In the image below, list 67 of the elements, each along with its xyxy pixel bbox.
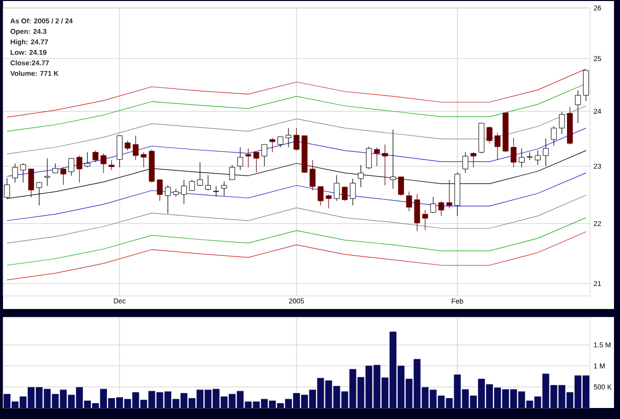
candlestick <box>60 167 66 186</box>
candlestick <box>575 90 581 124</box>
candlestick <box>20 163 26 183</box>
candlestick <box>374 146 380 166</box>
candlestick <box>326 194 332 209</box>
candlestick <box>237 146 244 170</box>
candlestick <box>334 174 340 202</box>
candlestick <box>366 146 372 170</box>
candlestick <box>28 168 34 198</box>
candlestick <box>342 186 348 202</box>
line-series <box>6 128 586 177</box>
candlestick <box>494 132 500 160</box>
line-series <box>6 68 586 118</box>
candlestick <box>108 160 114 170</box>
candlestick <box>12 163 18 183</box>
candlestick <box>52 163 58 174</box>
candlestick <box>534 150 541 166</box>
candlestick <box>213 186 219 198</box>
candlestick <box>261 144 268 166</box>
candlestick <box>92 150 98 163</box>
candlestick <box>76 155 82 183</box>
candlestick <box>446 179 452 209</box>
candlestick <box>156 179 163 202</box>
candlestick <box>44 158 50 186</box>
candlestick <box>164 185 171 214</box>
candlestick <box>140 152 147 168</box>
candlestick <box>100 153 106 174</box>
candlestick <box>510 138 517 168</box>
candlestick <box>229 164 236 180</box>
candlestick <box>253 152 260 173</box>
candlestick <box>278 136 284 148</box>
candlestick <box>269 138 276 153</box>
line-series <box>6 106 586 154</box>
candlestick <box>221 181 228 196</box>
candlestick <box>245 148 252 168</box>
candlestick <box>124 140 131 151</box>
line-series <box>6 194 586 244</box>
candlestick <box>470 152 476 168</box>
candlestick <box>132 135 139 160</box>
candlestick <box>382 144 388 186</box>
candlestick <box>197 162 203 186</box>
line-series <box>6 217 586 266</box>
candlestick <box>486 126 492 144</box>
candlestick <box>406 191 412 212</box>
candlestick <box>189 179 195 191</box>
candlestick <box>181 179 187 204</box>
candlestick <box>430 196 436 214</box>
candlestick <box>294 128 300 151</box>
candlestick <box>550 126 557 146</box>
candlestick <box>205 174 211 191</box>
candlestick <box>318 186 324 206</box>
candlestick <box>286 128 292 148</box>
candlestick <box>358 164 364 188</box>
candlestick <box>422 210 428 230</box>
candlestick <box>518 148 525 168</box>
candlestick <box>84 152 90 168</box>
candlestick <box>350 178 356 206</box>
candlestick <box>310 160 316 191</box>
candlestick <box>414 194 420 232</box>
candlestick <box>116 135 123 168</box>
line-series <box>6 172 586 221</box>
candlestick <box>68 158 74 176</box>
candlestick <box>398 176 404 196</box>
candlestick <box>558 111 565 134</box>
line-series <box>6 231 586 280</box>
candlestick <box>462 152 468 174</box>
candlestick <box>438 201 444 216</box>
